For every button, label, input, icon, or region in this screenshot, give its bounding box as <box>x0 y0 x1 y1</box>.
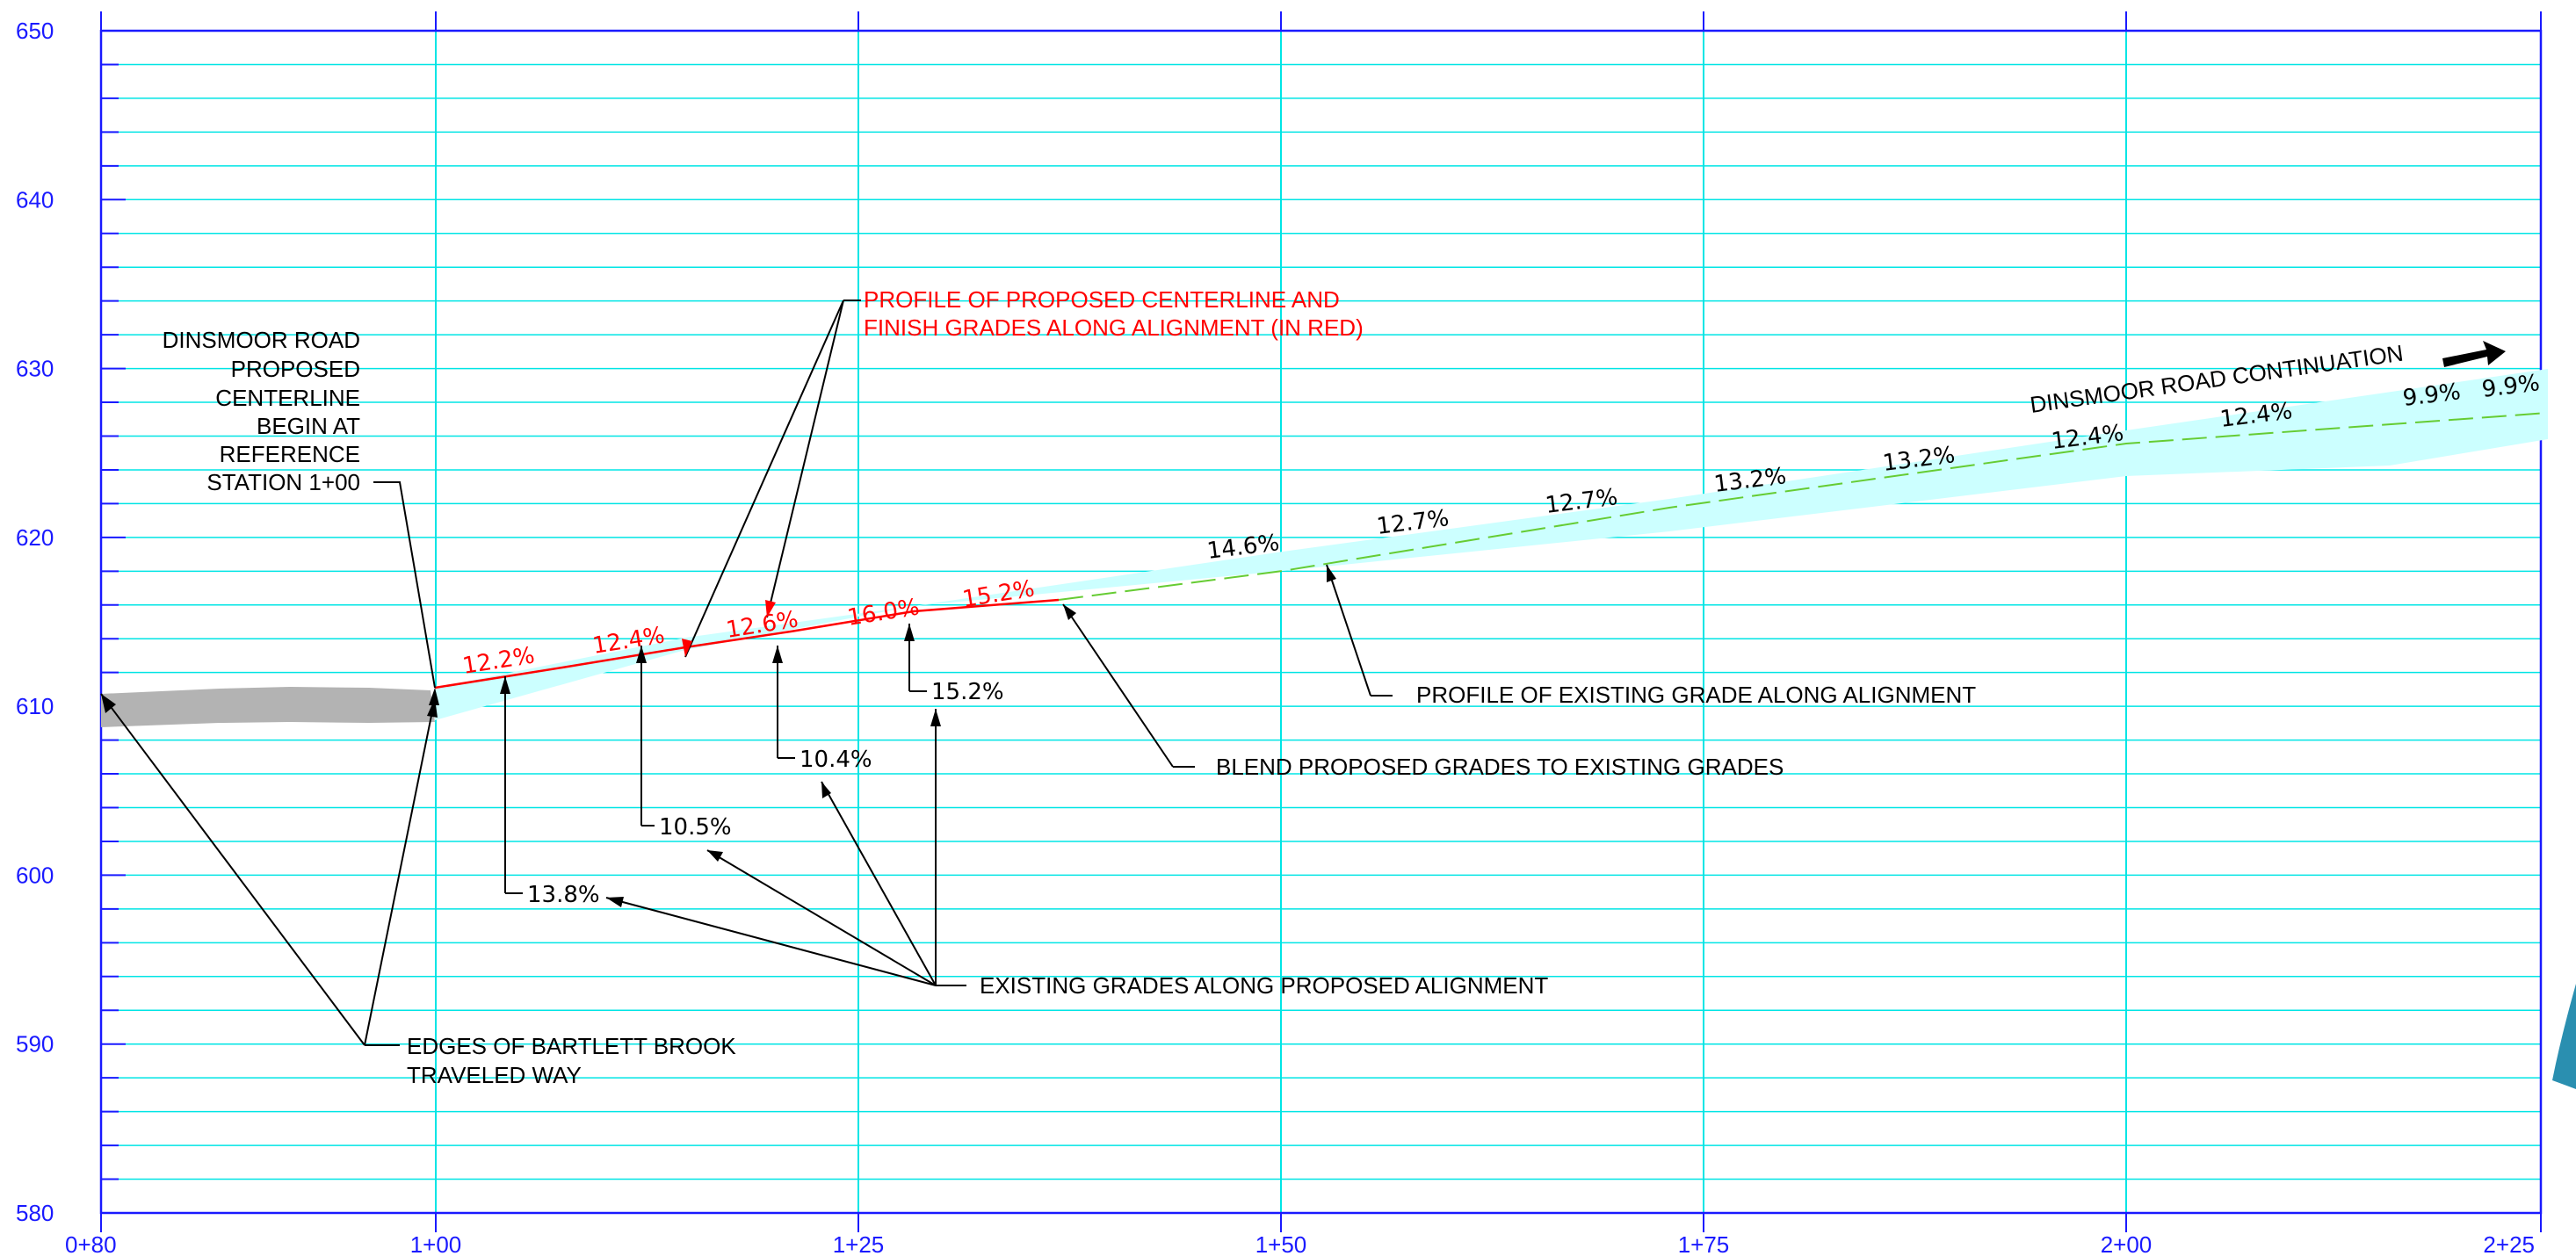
grade-label: 10.5% <box>659 814 732 841</box>
x-tick-label: 2+00 <box>2101 1231 2153 1256</box>
plot-border <box>99 29 2543 1215</box>
tick-labels: 650 640 630 620 610 600 590 580 0+80 1+00 1+25 1+50… <box>16 18 2535 1256</box>
note-dinsmoor-begin: DINSMOOR ROAD PROPOSED CENTERLINE BEGIN … <box>163 327 360 495</box>
note-bartlett: EDGES OF BARTLETT BROOK TRAVELED WAY <box>407 1033 736 1088</box>
red-arrowheads <box>682 600 776 657</box>
grade-label: 15.2% <box>931 679 1004 705</box>
note-line: FINISH GRADES ALONG ALIGNMENT (IN RED) <box>864 314 1364 341</box>
frame <box>99 11 2543 1232</box>
note-proposed-profile: PROFILE OF PROPOSED CENTERLINE AND FINIS… <box>864 286 1364 341</box>
note-existing-grades: EXISTING GRADES ALONG PROPOSED ALIGNMENT <box>980 972 1548 999</box>
y-tick-label: 650 <box>16 18 54 44</box>
y-tick-label: 610 <box>16 693 54 719</box>
arrowheads <box>101 565 1336 907</box>
existing-grade-band <box>435 369 2548 720</box>
grade-label: 10.4% <box>800 747 872 773</box>
existing-grade-labels-lower: 13.8% 10.5% 10.4% 15.2% <box>527 679 1004 908</box>
note-existing-profile: PROFILE OF EXISTING GRADE ALONG ALIGNMEN… <box>1416 682 1976 708</box>
note-line: STATION 1+00 <box>206 469 360 495</box>
bartlett-brook-band <box>101 687 435 727</box>
logo-fragment <box>2552 984 2576 1089</box>
grade-label: 13.8% <box>527 882 600 908</box>
y-tick-label: 580 <box>16 1200 54 1226</box>
y-tick-label: 600 <box>16 862 54 888</box>
leader-lines <box>100 300 1393 1046</box>
note-line: DINSMOOR ROAD <box>163 327 360 353</box>
x-tick-label: 1+25 <box>833 1231 885 1256</box>
x-tick-label: 1+00 <box>410 1231 462 1256</box>
x-tick-label: 0+80 <box>65 1231 117 1256</box>
continuation-arrow <box>2442 341 2506 367</box>
note-line: EDGES OF BARTLETT BROOK <box>407 1033 736 1059</box>
note-line: REFERENCE <box>220 441 360 467</box>
proposed-centerline-profile <box>434 598 1060 689</box>
x-tick-label: 1+75 <box>1678 1231 1730 1256</box>
x-tick-label: 2+25 <box>2483 1231 2535 1256</box>
y-tick-label: 590 <box>16 1031 54 1057</box>
note-blend: BLEND PROPOSED GRADES TO EXISTING GRADES <box>1216 754 1784 780</box>
note-line: PROPOSED <box>231 356 360 382</box>
note-line: PROFILE OF PROPOSED CENTERLINE AND <box>864 286 1340 313</box>
y-tick-label: 640 <box>16 186 54 213</box>
note-line: BEGIN AT <box>257 413 360 439</box>
y-tick-label: 630 <box>16 356 54 382</box>
note-line: CENTERLINE <box>215 385 360 411</box>
note-line: TRAVELED WAY <box>407 1062 582 1088</box>
existing-grade-line <box>1058 412 2549 601</box>
x-tick-label: 1+50 <box>1255 1231 1307 1256</box>
y-tick-label: 620 <box>16 524 54 551</box>
